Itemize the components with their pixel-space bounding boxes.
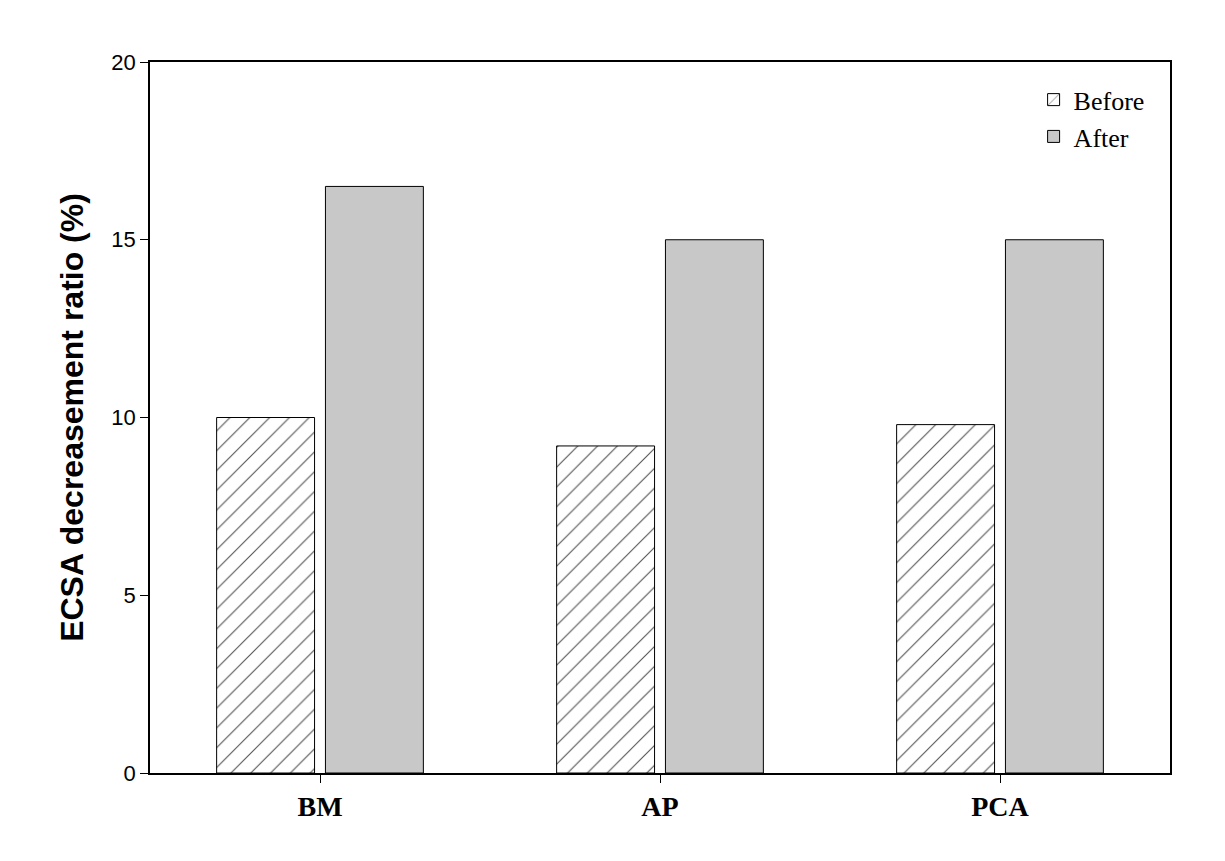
svg-text:10: 10: [111, 405, 135, 430]
svg-text:BM: BM: [297, 791, 342, 822]
svg-text:15: 15: [111, 227, 135, 252]
svg-text:AP: AP: [641, 791, 678, 822]
svg-text:After: After: [1074, 124, 1129, 153]
svg-text:ECSA decreasement ratio (%): ECSA decreasement ratio (%): [54, 193, 90, 642]
svg-text:20: 20: [111, 50, 135, 75]
svg-text:PCA: PCA: [971, 791, 1029, 822]
svg-text:5: 5: [124, 583, 136, 608]
svg-text:0: 0: [124, 761, 136, 786]
svg-text:Before: Before: [1074, 87, 1145, 116]
